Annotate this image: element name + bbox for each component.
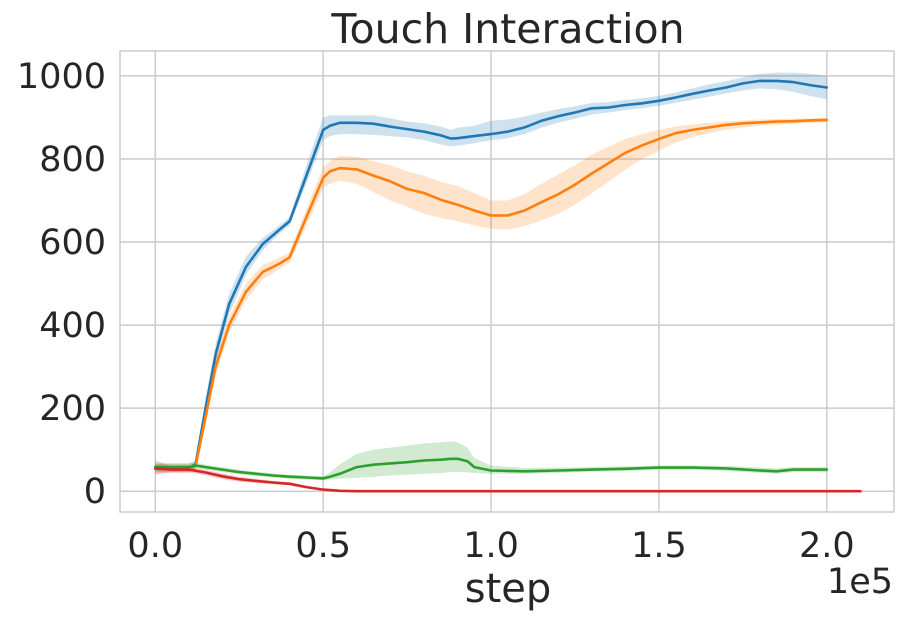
series-lines — [154, 79, 862, 493]
x-tick-label: 0.5 — [295, 526, 351, 566]
confidence-bands — [155, 72, 861, 492]
x-tick-label: 1.0 — [463, 526, 519, 566]
x-tick-label: 1.5 — [631, 526, 687, 566]
y-tick-labels: 0 200 400 600 800 1000 — [17, 57, 106, 512]
y-tick-label: 200 — [39, 389, 106, 429]
y-tick-label: 400 — [39, 306, 106, 346]
y-tick-label: 600 — [39, 223, 106, 263]
chart-title: Touch Interaction — [330, 5, 684, 53]
series-4-line — [154, 467, 862, 493]
y-tick-label: 800 — [39, 140, 106, 180]
x-axis-label: step — [465, 566, 552, 612]
series-2-line — [154, 118, 829, 470]
plot-frame — [119, 50, 895, 513]
series-3-line — [154, 457, 829, 480]
y-tick-label: 1000 — [17, 57, 106, 97]
y-tick-label: 0 — [84, 472, 106, 512]
x-axis-offset-label: 1e5 — [827, 562, 893, 602]
series-1-line — [154, 79, 829, 470]
x-tick-label: 0.0 — [127, 526, 183, 566]
x-tick-labels: 0.0 0.5 1.0 1.5 2.0 — [127, 526, 854, 566]
x-tick-label: 2.0 — [799, 526, 855, 566]
series-3-band — [155, 441, 827, 481]
